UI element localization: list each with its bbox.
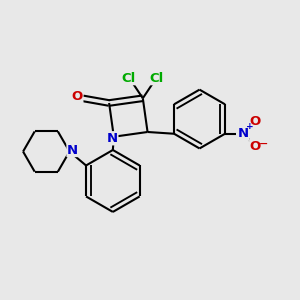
Text: N: N [237, 127, 248, 140]
Text: N: N [107, 132, 118, 145]
Text: −: − [259, 139, 269, 149]
Text: Cl: Cl [122, 72, 136, 85]
Text: O: O [72, 90, 83, 103]
Text: N: N [67, 143, 78, 157]
Text: O: O [250, 140, 261, 153]
Text: O: O [250, 115, 261, 128]
Text: Cl: Cl [150, 72, 164, 85]
Text: +: + [246, 122, 253, 130]
